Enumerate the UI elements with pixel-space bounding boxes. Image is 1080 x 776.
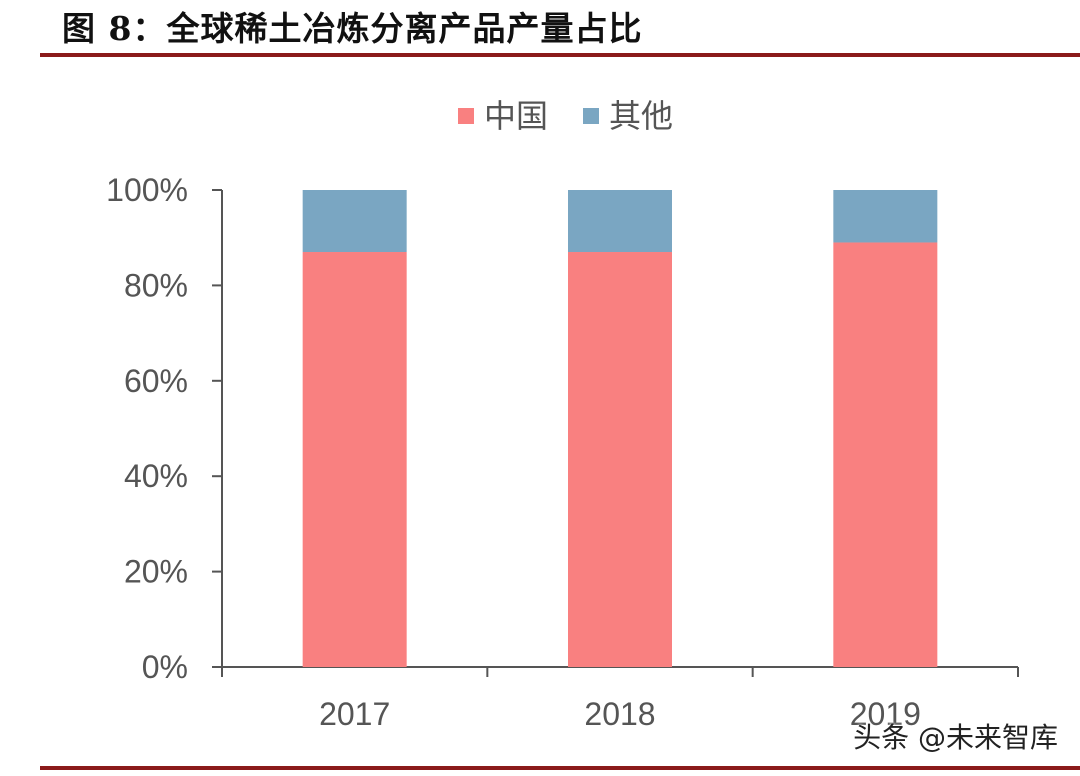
bar-2019-series-0 bbox=[833, 242, 938, 667]
title-bar: 图 8：全球稀土冶炼分离产品产量占比 bbox=[40, 0, 1080, 50]
bar-2019-series-1 bbox=[833, 190, 938, 243]
bar-2018-series-1 bbox=[568, 190, 672, 253]
y-tick-label-4: 80% bbox=[124, 267, 188, 303]
stacked-bar-chart: 中国 其他 0% 20% 40% 60% 80% 100% 2017 2018 2019 bbox=[106, 97, 1019, 732]
y-tick-label-5: 100% bbox=[106, 172, 188, 208]
x-tick-label-2017: 2017 bbox=[319, 696, 390, 732]
legend-label-0: 中国 bbox=[484, 97, 548, 135]
legend-swatch-1 bbox=[583, 108, 599, 124]
chart-title: 图 8：全球稀土冶炼分离产品产量占比 bbox=[62, 9, 643, 48]
y-tick-label-0: 0% bbox=[142, 649, 188, 685]
y-tick-label-2: 40% bbox=[124, 458, 188, 494]
title-divider bbox=[40, 53, 1080, 57]
bar-2017-series-0 bbox=[302, 252, 407, 667]
watermark: 头条 @未来智库 bbox=[853, 721, 1058, 754]
bar-2018-series-0 bbox=[568, 252, 672, 667]
bottom-divider bbox=[40, 766, 1080, 770]
y-tick-label-1: 20% bbox=[124, 554, 188, 590]
legend-label-1: 其他 bbox=[609, 97, 673, 135]
bar-2017-series-1 bbox=[302, 190, 407, 253]
x-tick-label-2018: 2018 bbox=[584, 696, 655, 732]
x-tick-label-2019: 2019 bbox=[850, 696, 921, 732]
y-tick-label-3: 60% bbox=[124, 363, 188, 399]
legend-swatch-0 bbox=[458, 108, 474, 124]
